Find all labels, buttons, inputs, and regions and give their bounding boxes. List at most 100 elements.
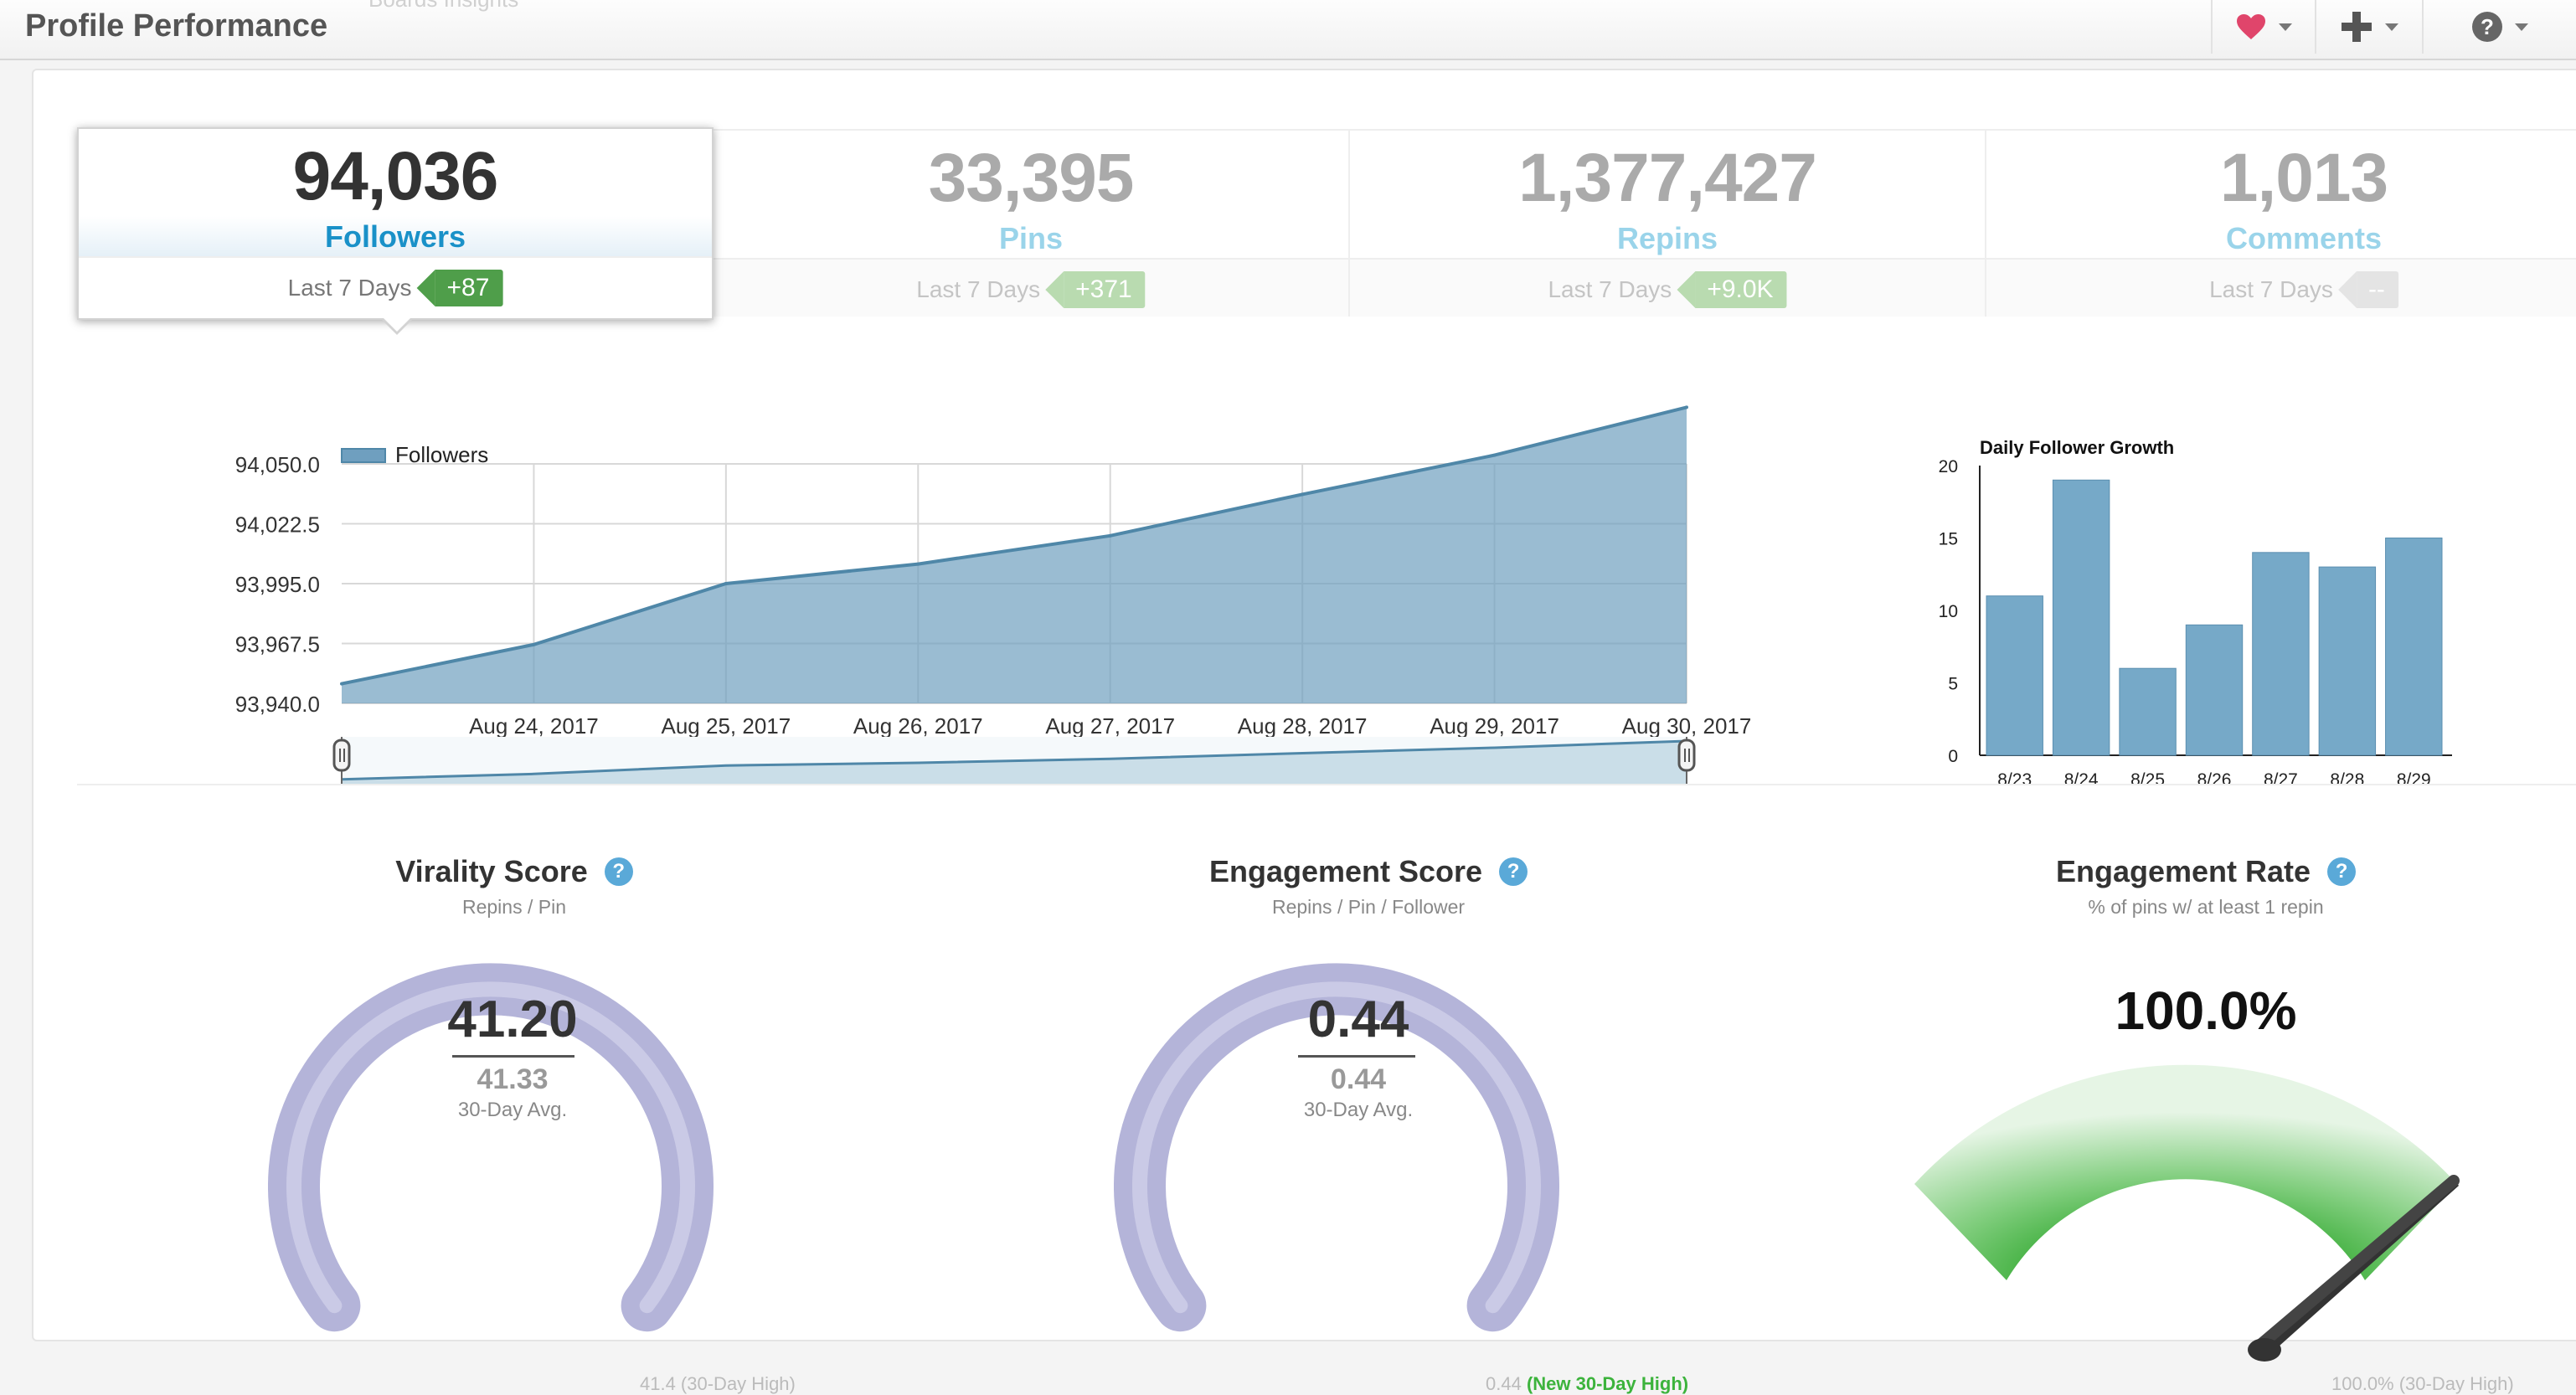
heart-icon (2237, 14, 2265, 39)
gauge-title-text: Engagement Rate (2055, 854, 2311, 888)
legend-label: Followers (395, 442, 488, 467)
x-tick-label: 8/29 (2397, 770, 2431, 790)
stat-value: 94,036 (292, 138, 499, 214)
chevron-down-icon (2385, 23, 2398, 31)
gauge-subtitle: Repins / Pin / Follower (1271, 896, 1466, 918)
chevron-down-icon (2279, 23, 2292, 31)
engagement-rate-title: Engagement Rate ? (1988, 854, 2424, 889)
stat-value: 1,013 (2219, 140, 2388, 216)
gauge-avg: 41.33 (477, 1063, 549, 1095)
gauge-value: 41.20 (447, 991, 578, 1048)
x-tick-label: Aug 26, 2017 (853, 713, 983, 739)
question-icon: ? (2472, 12, 2502, 42)
stat-value: 1,377,427 (1518, 140, 1817, 216)
virality-score-title: Virality Score ? (305, 854, 724, 889)
gauge-divider (452, 1055, 574, 1058)
bar (2385, 538, 2443, 756)
stat-label: Pins (998, 221, 1064, 255)
help-button[interactable]: ? (2422, 0, 2576, 54)
stat-period: Last 7 Days (1548, 276, 1672, 302)
stat-period: Last 7 Days (916, 276, 1041, 302)
legend-swatch (341, 448, 386, 463)
stat-tile-repins[interactable]: 1,377,427 Repins Last 7 Days +9.0K (1350, 131, 1986, 317)
gauge-avg-label: 30-Day Avg. (457, 1099, 568, 1121)
stat-period: Last 7 Days (2209, 276, 2333, 302)
data-point (340, 682, 343, 686)
stat-label: Comments (2225, 221, 2383, 255)
data-point (1301, 492, 1305, 497)
gauge-avg-label: 30-Day Avg. (1303, 1099, 1414, 1121)
navigator-handle-left[interactable] (332, 737, 351, 785)
gauge-divider (1298, 1055, 1415, 1058)
y-tick-label: 93,940.0 (235, 692, 320, 717)
svg-text:?: ? (2481, 14, 2494, 39)
x-tick-label: 8/27 (2264, 770, 2298, 790)
x-tick-label: Aug 28, 2017 (1238, 713, 1368, 739)
x-tick-label: 8/25 (2130, 770, 2165, 790)
gauge-title-text: Virality Score (395, 854, 588, 888)
y-tick-label: 94,022.5 (235, 512, 320, 538)
bar (2119, 667, 2177, 756)
stat-label: Followers (324, 219, 466, 254)
bar (2318, 566, 2377, 756)
daily-follower-growth-chart: Daily Follower Growth 20 15 10 5 0 8/23 8/24 8/2… (1939, 437, 2452, 790)
gauge-footnote: 0.44 (New 30-Day High) (1486, 1373, 1689, 1394)
stat-tile-comments[interactable]: 1,013 Comments Last 7 Days -- (1986, 131, 2576, 317)
x-tick-label: Aug 27, 2017 (1045, 713, 1175, 739)
change-badge: +87 (416, 270, 503, 306)
y-tick-label: 10 (1939, 602, 1958, 621)
gauge-value: 100.0% (2115, 981, 2297, 1041)
x-tick-label: Aug 30, 2017 (1622, 713, 1752, 739)
nav-link-boards-insights[interactable]: Boards Insights (368, 0, 518, 13)
y-tick-label: 0 (1948, 747, 1958, 766)
top-bar: Profile Performance Boards Insights ? (0, 0, 2576, 60)
y-tick-label: 20 (1939, 457, 1958, 476)
main-panel: 94,036 Followers Last 7 Days +87 33,395 … (32, 69, 2576, 1394)
active-pointer (380, 317, 414, 335)
favorites-button[interactable] (2211, 0, 2315, 54)
navigator-handle-right[interactable] (1677, 737, 1696, 785)
stat-label: Repins (1616, 221, 1718, 255)
gauge-avg: 0.44 (1330, 1063, 1387, 1095)
data-point (1492, 453, 1497, 457)
virality-score-gauge (268, 963, 714, 1332)
data-point (1108, 533, 1112, 538)
x-tick-label: Aug 25, 2017 (662, 713, 791, 739)
stat-tile-pins[interactable]: 33,395 Pins Last 7 Days +371 (714, 131, 1350, 317)
y-tick-label: 5 (1948, 675, 1958, 694)
bar (2052, 479, 2110, 756)
change-badge: -- (2337, 271, 2398, 308)
stat-period-row: Last 7 Days +371 (714, 258, 1348, 317)
gauge-subtitle: % of pins w/ at least 1 repin (2088, 896, 2324, 918)
y-tick-label: 93,967.5 (235, 632, 320, 657)
gauge-value: 0.44 (1307, 991, 1409, 1048)
gauge-footnote: 41.4 (30-Day High) (640, 1373, 796, 1394)
data-point (724, 582, 728, 585)
handle-grip (1677, 739, 1696, 772)
help-icon[interactable]: ? (604, 857, 633, 886)
data-point (916, 562, 920, 566)
gauge-title-text: Engagement Score (1208, 854, 1483, 888)
stat-tile-followers[interactable]: 94,036 Followers Last 7 Days +87 (77, 127, 714, 335)
x-tick-label: Aug 29, 2017 (1430, 713, 1559, 739)
y-tick-label: 93,995.0 (235, 572, 320, 597)
help-icon[interactable]: ? (1499, 857, 1528, 886)
engagement-score-gauge (1114, 963, 1559, 1332)
chart-title: Daily Follower Growth (1980, 437, 2174, 458)
x-tick-label: 8/28 (2330, 770, 2364, 790)
help-icon[interactable]: ? (2327, 857, 2357, 886)
y-tick-label: 94,050.0 (235, 452, 320, 477)
add-button[interactable] (2315, 0, 2422, 54)
change-badge: +9.0K (1677, 271, 1787, 308)
gauge-subtitle: Repins / Pin (461, 896, 566, 918)
x-tick-label: 8/23 (1997, 770, 2032, 790)
data-point (1685, 405, 1688, 409)
engagement-score-title: Engagement Score ? (1151, 854, 1586, 889)
section-divider (77, 784, 2576, 785)
bar (1986, 595, 2043, 756)
stat-period-row: Last 7 Days +87 (79, 256, 712, 315)
stat-period: Last 7 Days (287, 275, 412, 301)
x-tick-label: Aug 24, 2017 (469, 713, 599, 739)
followers-line (341, 405, 1687, 686)
x-tick-label: 8/26 (2197, 770, 2232, 790)
